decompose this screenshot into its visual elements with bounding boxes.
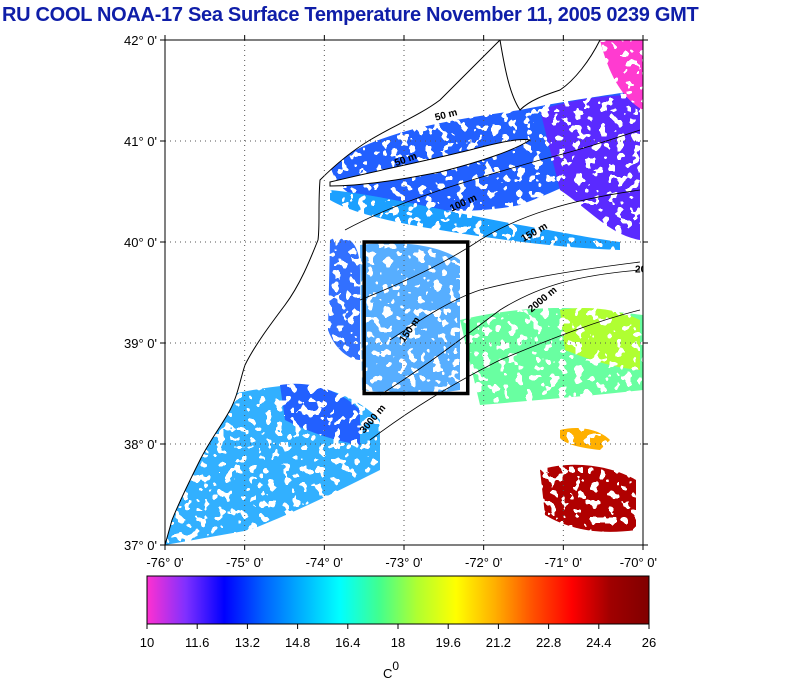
lat-tick-label: 39° 0' xyxy=(124,336,157,351)
graticule xyxy=(165,40,643,545)
colorbar-tick-label: 13.2 xyxy=(235,635,260,650)
lat-tick-label: 41° 0' xyxy=(124,134,157,149)
colorbar-tick-label: 22.8 xyxy=(536,635,561,650)
colorbar-tick-label: 18 xyxy=(391,635,405,650)
lon-tick-label: -73° 0' xyxy=(385,555,422,570)
lat-tick-label: 42° 0' xyxy=(124,33,157,48)
sst-field xyxy=(165,40,643,545)
map-title: RU COOL NOAA-17 Sea Surface Temperature … xyxy=(2,4,699,26)
colorbar-gradient xyxy=(146,575,650,625)
colorbar-tick-label: 26 xyxy=(642,635,656,650)
colorbar-tick-label: 11.6 xyxy=(185,635,209,650)
colorbar-tick-label: 14.8 xyxy=(285,635,310,650)
contour-label: 2000 m xyxy=(635,264,669,275)
study-box xyxy=(362,240,470,396)
lon-tick-label: -72° 0' xyxy=(465,555,502,570)
colorbar-tick-label: 19.6 xyxy=(436,635,461,650)
colorbar-tick-label: 24.4 xyxy=(586,635,611,650)
lon-tick-label: -74° 0' xyxy=(306,555,343,570)
land xyxy=(165,40,601,545)
colorbar-ticks: 10 11.6 13.2 14.8 16.4 18 19.6 21.2 22.8 24.4 26 xyxy=(140,624,656,650)
colorbar-tick-label: 10 xyxy=(140,635,154,650)
lon-tick-label: -71° 0' xyxy=(545,555,582,570)
latitude-axis: 42° 0' 41° 0' 40° 0' 39° 0' 38° 0' 37° 0' xyxy=(124,33,648,553)
colorbar-unit-label: C0 xyxy=(383,659,399,680)
colorbar-tick-label: 21.2 xyxy=(486,635,511,650)
longitude-axis: -76° 0' -75° 0' -74° 0' -73° 0' -72° 0' -71° … xyxy=(146,35,657,570)
lat-tick-label: 38° 0' xyxy=(124,437,157,452)
lon-tick-label: -76° 0' xyxy=(146,555,183,570)
colorbar: 10 11.6 13.2 14.8 16.4 18 19.6 21.2 22.8 24.4 26 C… xyxy=(140,575,656,680)
lon-tick-label: -70° 0' xyxy=(620,555,657,570)
lat-tick-label: 37° 0' xyxy=(124,538,157,553)
colorbar-tick-label: 16.4 xyxy=(335,635,360,650)
lat-tick-label: 40° 0' xyxy=(124,235,157,250)
lon-tick-label: -75° 0' xyxy=(226,555,263,570)
bathymetry-contours xyxy=(344,129,641,441)
